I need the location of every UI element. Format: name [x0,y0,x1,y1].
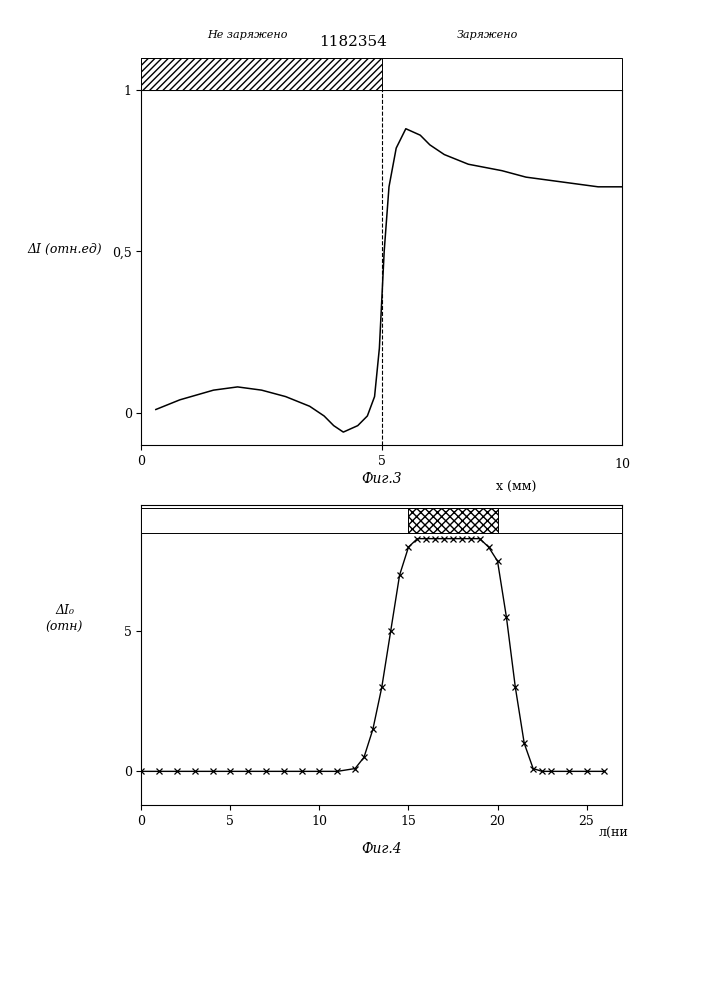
Text: Фиг.4: Фиг.4 [361,842,402,856]
Y-axis label: ΔI (отн.ед): ΔI (отн.ед) [27,243,102,256]
Text: 10: 10 [614,458,630,471]
Bar [141,58,382,90]
Text: Не заряжено: Не заряжено [207,30,288,40]
Text: Фиг.3: Фиг.3 [361,472,402,486]
Text: x (мм): x (мм) [496,481,537,493]
Bar [141,58,622,90]
Bar [409,508,498,533]
Y-axis label: ΔI₀
(отн): ΔI₀ (отн) [46,604,83,634]
Text: Заряжено: Заряжено [457,30,518,40]
Bar [141,508,622,533]
Text: 1182354: 1182354 [320,35,387,49]
Text: л(ни: л(ни [598,827,628,840]
